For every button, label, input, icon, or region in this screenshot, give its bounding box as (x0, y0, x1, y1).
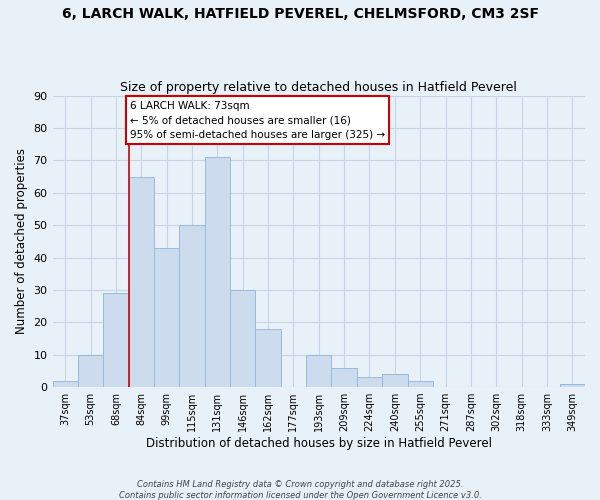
Bar (103, 293, 128, 387)
Bar (407, 380, 433, 387)
Y-axis label: Number of detached properties: Number of detached properties (15, 148, 28, 334)
Title: Size of property relative to detached houses in Hatfield Peverel: Size of property relative to detached ho… (121, 82, 517, 94)
Bar (560, 384, 585, 387)
Bar (357, 378, 382, 387)
Text: 6 LARCH WALK: 73sqm
← 5% of detached houses are smaller (16)
95% of semi-detache: 6 LARCH WALK: 73sqm ← 5% of detached hou… (130, 100, 385, 140)
Bar (205, 157, 230, 387)
Text: 6, LARCH WALK, HATFIELD PEVEREL, CHELMSFORD, CM3 2SF: 6, LARCH WALK, HATFIELD PEVEREL, CHELMSF… (62, 8, 539, 22)
Text: Contains HM Land Registry data © Crown copyright and database right 2025.
Contai: Contains HM Land Registry data © Crown c… (119, 480, 481, 500)
Bar (382, 374, 407, 387)
Bar (128, 176, 154, 387)
Bar (230, 290, 256, 387)
Bar (78, 354, 103, 387)
X-axis label: Distribution of detached houses by size in Hatfield Peverel: Distribution of detached houses by size … (146, 437, 492, 450)
Bar (256, 329, 281, 387)
Bar (331, 368, 357, 387)
Bar (53, 380, 78, 387)
Bar (179, 225, 205, 387)
Bar (306, 354, 331, 387)
Bar (154, 248, 179, 387)
